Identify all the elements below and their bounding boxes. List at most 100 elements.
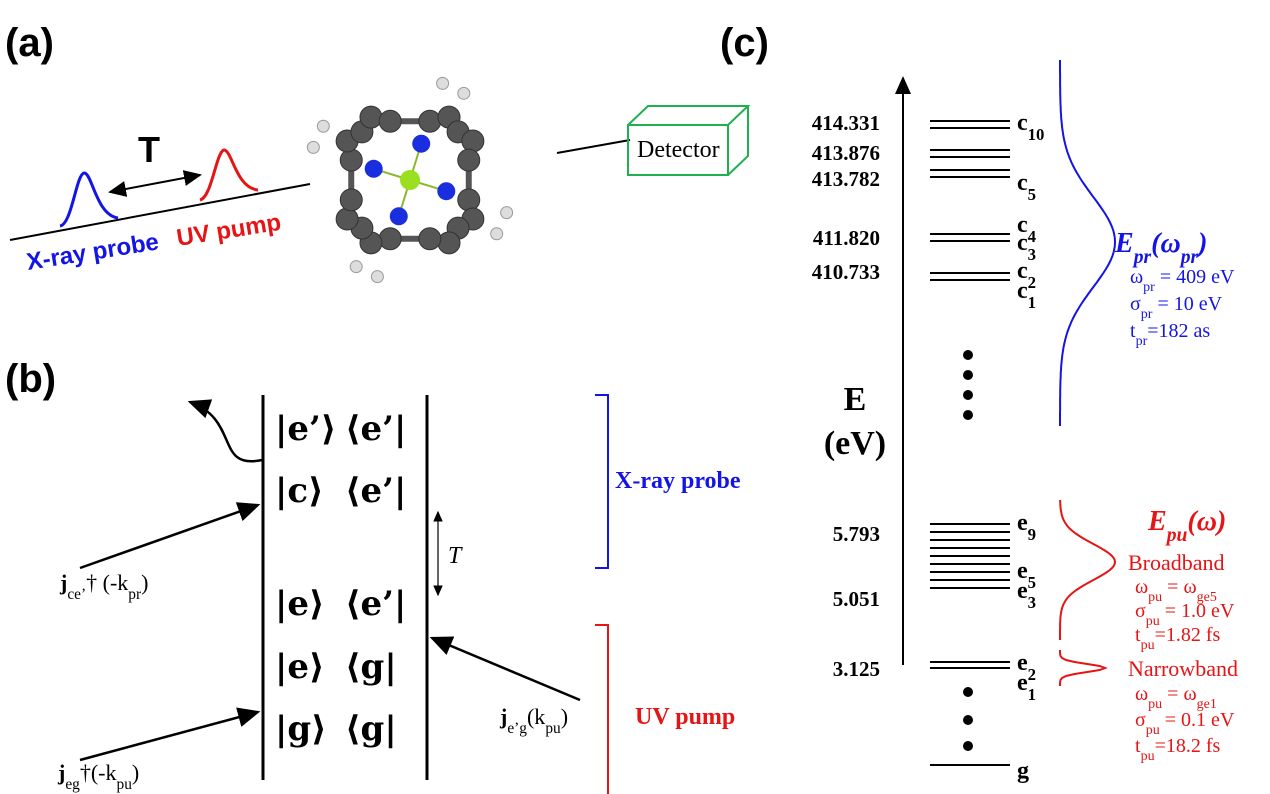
carbon	[340, 149, 362, 171]
ket: |g⟩	[275, 709, 327, 749]
state-index: 4	[1028, 227, 1037, 246]
state-label: c5	[1017, 170, 1036, 204]
probe-label: X-ray probe	[25, 228, 161, 276]
interaction-arrow	[80, 505, 258, 568]
subscript: ce’	[67, 586, 86, 603]
interaction-arrow	[80, 712, 258, 760]
current-label: je’g(kpu)	[499, 704, 568, 737]
metal	[400, 170, 420, 190]
ellipsis-dot	[963, 687, 973, 697]
text-part: (k	[527, 704, 545, 729]
pump-param: tpu=18.2 fs	[1135, 735, 1221, 764]
state-index: 9	[1028, 525, 1036, 544]
bra: ⟨e’|	[345, 584, 406, 624]
text-part: =182 as	[1147, 320, 1210, 342]
nitrogen	[412, 135, 430, 153]
ket: |e⟩	[275, 584, 325, 624]
carbon	[458, 149, 480, 171]
pump-label: UV pump	[635, 704, 735, 730]
text-part: )	[141, 570, 148, 595]
text-part: )	[561, 704, 568, 729]
text-part: (ω	[1151, 228, 1181, 259]
text-part: = 1.0 eV	[1160, 600, 1235, 622]
nitrogen	[390, 207, 408, 225]
text-part: =1.82 fs	[1155, 624, 1221, 646]
narrowband-title: Narrowband	[1128, 656, 1238, 681]
text-part: =18.2 fs	[1155, 735, 1221, 757]
carbon	[379, 228, 401, 250]
probe-pulse	[60, 173, 118, 226]
state-name: c	[1017, 278, 1028, 304]
carbon	[419, 228, 441, 250]
ellipsis-dot	[963, 741, 973, 751]
subscript: pu	[1141, 638, 1155, 653]
hydrogen	[371, 271, 383, 283]
spectrum	[1060, 650, 1105, 686]
ellipsis-dot	[963, 410, 973, 420]
state-index: 2	[1028, 273, 1036, 292]
molecule	[307, 77, 512, 282]
state-name: e	[1017, 578, 1028, 604]
delay-label: T	[448, 543, 463, 569]
text-part: † (-k	[86, 570, 128, 595]
hydrogen	[437, 77, 449, 89]
text-part: σ	[1130, 293, 1141, 315]
state-label: g	[1017, 758, 1029, 784]
spectrum	[1060, 500, 1115, 640]
energy-label: 411.820	[813, 226, 880, 250]
carbon	[360, 106, 382, 128]
carbon	[458, 189, 480, 211]
text-part: †(-k	[80, 760, 117, 785]
text-part: ω	[1135, 576, 1148, 598]
panel-label: (b)	[5, 357, 56, 401]
state-label: c10	[1017, 110, 1044, 144]
subscript: pr	[1132, 247, 1152, 268]
text-part: = 0.1 eV	[1160, 709, 1235, 731]
carbon	[462, 130, 484, 152]
text-part: = 10 eV	[1152, 293, 1222, 315]
subscript: pu	[1141, 749, 1155, 764]
hydrogen	[350, 261, 362, 273]
ket: |e’⟩	[275, 409, 336, 449]
text-part: = ω	[1162, 576, 1196, 598]
nitrogen	[365, 160, 383, 178]
state-index: 1	[1028, 293, 1036, 312]
panel-label: (a)	[5, 21, 54, 65]
carbon	[438, 232, 460, 254]
text-part: = 409 eV	[1155, 266, 1235, 288]
state-index: 3	[1028, 245, 1036, 264]
axis-unit: (eV)	[824, 425, 886, 462]
text-part: j	[59, 570, 67, 595]
probe-label: X-ray probe	[615, 468, 741, 494]
state-index: 2	[1028, 665, 1036, 684]
hydrogen	[317, 120, 329, 132]
probe-bracket	[595, 395, 608, 568]
bra: ⟨e’|	[345, 471, 406, 511]
text-part: σ	[1135, 600, 1146, 622]
pump-param: ωpu = ωge1	[1135, 683, 1217, 712]
state-name: e	[1017, 670, 1028, 696]
pump-field: Epu(ω)	[1147, 506, 1226, 546]
subscript: eg	[65, 776, 80, 793]
text-part: ω	[1130, 266, 1143, 288]
text-part: = ω	[1162, 683, 1196, 705]
ellipsis-dot	[963, 715, 973, 725]
carbon	[419, 110, 441, 132]
state-name: c	[1017, 170, 1028, 196]
figure: (a) T X-ray probe UV pump Detector (b) T…	[0, 0, 1270, 794]
axis-label: E	[844, 381, 867, 418]
bra: ⟨g|	[345, 709, 397, 749]
state-name: c	[1017, 230, 1028, 256]
ellipsis-dot	[963, 350, 973, 360]
current-label: jeg†(-kpu)	[57, 760, 139, 793]
state-index: 5	[1028, 185, 1036, 204]
bra: ⟨e’|	[345, 409, 406, 449]
carbon	[340, 189, 362, 211]
detector-label: Detector	[637, 137, 720, 163]
state-name: e	[1017, 510, 1028, 536]
ket: |c⟩	[275, 471, 324, 511]
nitrogen	[437, 182, 455, 200]
text-part: j	[57, 760, 65, 785]
emission-arrow	[190, 402, 262, 461]
bra: ⟨g|	[345, 647, 397, 687]
